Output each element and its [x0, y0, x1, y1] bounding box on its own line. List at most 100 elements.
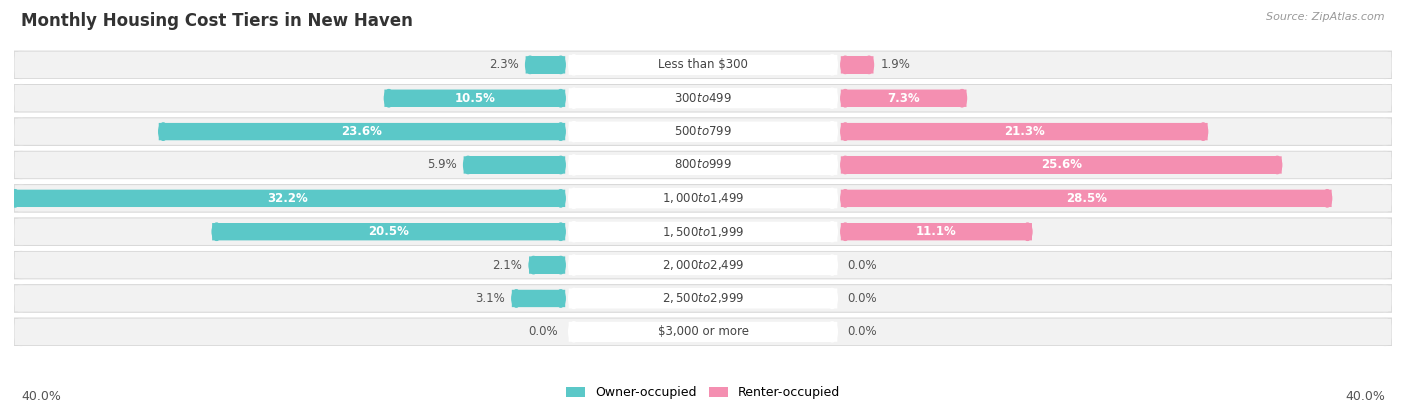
FancyBboxPatch shape	[384, 90, 565, 107]
FancyBboxPatch shape	[529, 256, 565, 274]
Text: 40.0%: 40.0%	[21, 390, 60, 403]
Text: 1.9%: 1.9%	[880, 59, 910, 71]
FancyBboxPatch shape	[574, 222, 832, 242]
FancyBboxPatch shape	[568, 155, 838, 175]
FancyBboxPatch shape	[845, 123, 1204, 140]
FancyBboxPatch shape	[14, 51, 1392, 78]
Circle shape	[557, 90, 565, 107]
Circle shape	[1378, 118, 1392, 145]
FancyBboxPatch shape	[841, 190, 1331, 207]
Circle shape	[1378, 318, 1392, 346]
Text: 0.0%: 0.0%	[848, 292, 877, 305]
FancyBboxPatch shape	[14, 318, 1392, 346]
FancyBboxPatch shape	[568, 222, 838, 242]
Circle shape	[1378, 185, 1392, 212]
Text: 0.0%: 0.0%	[529, 325, 558, 338]
Circle shape	[841, 190, 849, 207]
Circle shape	[14, 118, 28, 145]
FancyBboxPatch shape	[14, 251, 1392, 279]
Circle shape	[1378, 51, 1392, 78]
FancyBboxPatch shape	[217, 223, 561, 240]
Circle shape	[14, 251, 28, 279]
Text: 0.0%: 0.0%	[848, 325, 877, 338]
Circle shape	[841, 223, 849, 240]
Circle shape	[557, 256, 565, 274]
Circle shape	[568, 55, 579, 75]
Circle shape	[557, 223, 565, 240]
FancyBboxPatch shape	[163, 123, 561, 140]
FancyBboxPatch shape	[14, 151, 1392, 178]
FancyBboxPatch shape	[212, 223, 565, 240]
FancyBboxPatch shape	[15, 190, 561, 207]
FancyBboxPatch shape	[533, 256, 561, 274]
Text: 10.5%: 10.5%	[454, 92, 495, 105]
FancyBboxPatch shape	[568, 55, 838, 75]
Bar	[21, 285, 1385, 312]
Circle shape	[1378, 218, 1392, 245]
Bar	[21, 151, 1385, 178]
Text: Monthly Housing Cost Tiers in New Haven: Monthly Housing Cost Tiers in New Haven	[21, 12, 413, 30]
Circle shape	[827, 222, 838, 242]
Circle shape	[841, 90, 849, 107]
Text: $2,500 to $2,999: $2,500 to $2,999	[662, 291, 744, 305]
FancyBboxPatch shape	[841, 123, 1208, 140]
Circle shape	[11, 190, 20, 207]
Circle shape	[1024, 223, 1032, 240]
Circle shape	[827, 255, 838, 275]
Circle shape	[1378, 151, 1392, 178]
Circle shape	[557, 156, 565, 173]
Legend: Owner-occupied, Renter-occupied: Owner-occupied, Renter-occupied	[561, 381, 845, 404]
Text: 28.5%: 28.5%	[1066, 192, 1107, 205]
FancyBboxPatch shape	[464, 156, 565, 173]
Circle shape	[14, 51, 28, 78]
Circle shape	[568, 255, 579, 275]
Text: 20.5%: 20.5%	[368, 225, 409, 238]
FancyBboxPatch shape	[516, 290, 561, 307]
Text: 2.3%: 2.3%	[489, 59, 519, 71]
Bar	[21, 185, 1385, 212]
Circle shape	[1378, 85, 1392, 112]
FancyBboxPatch shape	[845, 156, 1277, 173]
Circle shape	[557, 190, 565, 207]
FancyBboxPatch shape	[574, 88, 832, 108]
Text: 5.9%: 5.9%	[427, 159, 457, 171]
FancyBboxPatch shape	[14, 185, 1392, 212]
FancyBboxPatch shape	[845, 56, 869, 73]
FancyBboxPatch shape	[841, 90, 966, 107]
Bar	[21, 118, 1385, 145]
Circle shape	[957, 90, 966, 107]
Circle shape	[865, 56, 873, 73]
Circle shape	[1323, 190, 1331, 207]
Text: Less than $300: Less than $300	[658, 59, 748, 71]
FancyBboxPatch shape	[845, 223, 1028, 240]
Circle shape	[212, 223, 221, 240]
Circle shape	[827, 188, 838, 208]
Circle shape	[841, 56, 849, 73]
Circle shape	[827, 322, 838, 342]
Circle shape	[512, 290, 520, 307]
Circle shape	[384, 90, 394, 107]
Bar	[21, 318, 1385, 346]
Circle shape	[529, 256, 538, 274]
Text: $1,000 to $1,499: $1,000 to $1,499	[662, 191, 744, 205]
Bar	[21, 51, 1385, 78]
Circle shape	[1378, 251, 1392, 279]
FancyBboxPatch shape	[14, 118, 1392, 145]
Circle shape	[14, 151, 28, 178]
Text: $3,000 or more: $3,000 or more	[658, 325, 748, 338]
FancyBboxPatch shape	[526, 56, 565, 73]
Text: 21.3%: 21.3%	[1004, 125, 1045, 138]
Text: Source: ZipAtlas.com: Source: ZipAtlas.com	[1267, 12, 1385, 22]
Circle shape	[14, 285, 28, 312]
FancyBboxPatch shape	[568, 188, 838, 208]
FancyBboxPatch shape	[14, 285, 1392, 312]
Circle shape	[568, 222, 579, 242]
Text: $300 to $499: $300 to $499	[673, 92, 733, 105]
Circle shape	[827, 155, 838, 175]
FancyBboxPatch shape	[574, 122, 832, 142]
FancyBboxPatch shape	[574, 255, 832, 275]
Circle shape	[1378, 285, 1392, 312]
Text: $800 to $999: $800 to $999	[673, 159, 733, 171]
Text: 25.6%: 25.6%	[1040, 159, 1081, 171]
FancyBboxPatch shape	[512, 290, 565, 307]
